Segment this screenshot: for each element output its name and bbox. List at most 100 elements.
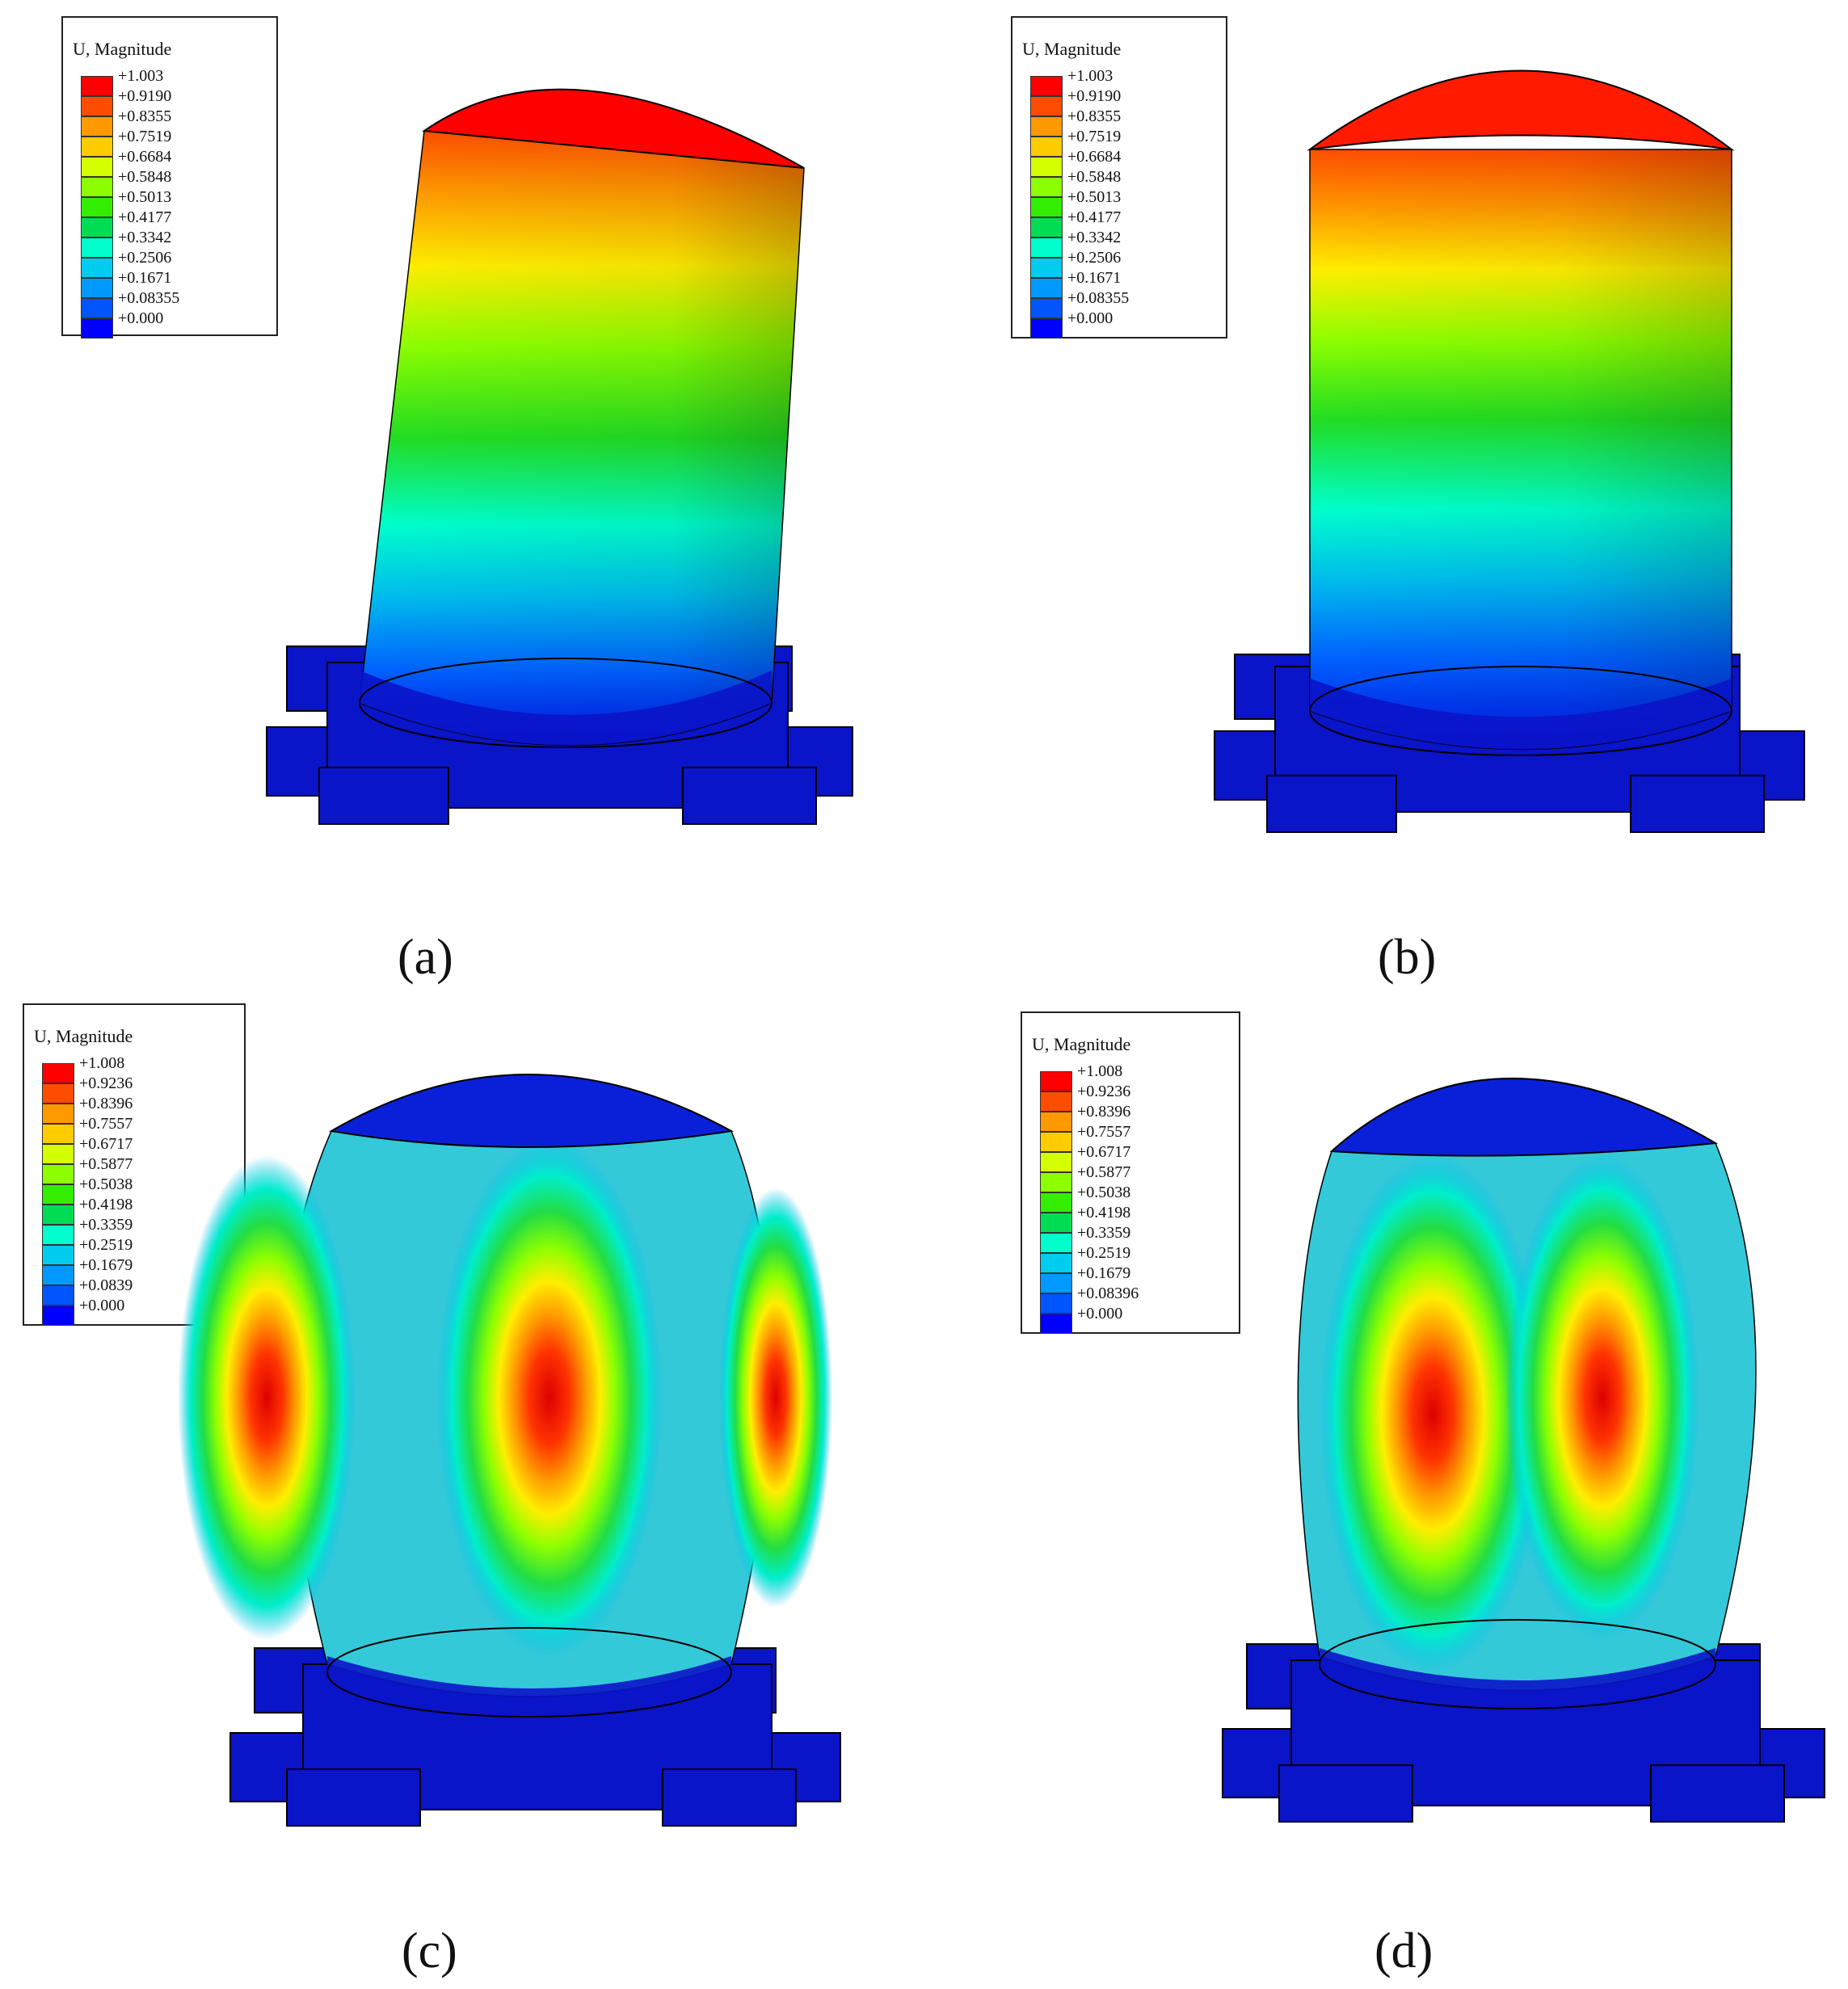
legend-swatch: [1040, 1253, 1072, 1273]
legend-label: +1.003: [118, 67, 164, 85]
legend-label: +0.6684: [118, 148, 172, 166]
legend-swatch: [1040, 1273, 1072, 1293]
legend-label: +0.1671: [1067, 269, 1122, 287]
legend-label: +0.6684: [1067, 148, 1122, 166]
legend-swatch: [42, 1104, 74, 1124]
legend-title: U, Magnitude: [1022, 39, 1122, 59]
legend-label: +0.4198: [1077, 1204, 1131, 1222]
legend-swatch: [81, 76, 113, 96]
legend-label: +0.3342: [118, 229, 172, 246]
legend-swatch: [1040, 1112, 1072, 1132]
legend-swatch: [42, 1245, 74, 1265]
caption-b: (b): [1378, 930, 1437, 985]
legend-swatch: [1030, 298, 1063, 318]
legend-label: +0.5013: [1067, 188, 1122, 206]
legend-title: U, Magnitude: [1032, 1034, 1131, 1054]
caption-c: (c): [402, 1924, 457, 1978]
legend-label: +0.1671: [118, 269, 172, 287]
legend-label: +1.008: [1077, 1062, 1123, 1080]
legend-title: U, Magnitude: [73, 39, 172, 59]
legend-label: +1.008: [79, 1054, 125, 1072]
legend-swatch: [42, 1205, 74, 1225]
legend-swatch: [1030, 238, 1063, 258]
legend-swatch: [1040, 1071, 1072, 1091]
legend-label: +0.08355: [1067, 289, 1130, 307]
legend-swatch: [1030, 137, 1063, 157]
legend-swatch: [42, 1265, 74, 1285]
legend-label: +0.2519: [79, 1236, 133, 1254]
legend-swatch: [1040, 1293, 1072, 1314]
legend-swatch: [42, 1164, 74, 1184]
legend-label: +0.5038: [1077, 1184, 1131, 1201]
legend-swatch: [42, 1225, 74, 1245]
legend-swatch: [1030, 318, 1063, 339]
legend-label: +0.5848: [1067, 168, 1122, 186]
legend-label: +0.5877: [79, 1155, 133, 1173]
legend-label: +0.5038: [79, 1175, 133, 1193]
legend-swatch: [1040, 1172, 1072, 1192]
legend-label: +0.7519: [1067, 128, 1122, 145]
model-c: [178, 1074, 841, 1827]
model-b: [1214, 69, 1805, 833]
legend-swatch: [81, 258, 113, 278]
panel-b: U, Magnitude +1.003 +0.9190 +0.8355 +0.7519…: [924, 0, 1848, 994]
legend-swatch: [1030, 96, 1063, 116]
legend-d: U, Magnitude +1.008 +0.9236 +0.8396 +0.7557…: [1021, 1011, 1240, 1334]
legend-label: +0.5848: [118, 168, 172, 186]
legend-swatch: [1040, 1152, 1072, 1172]
panel-c: U, Magnitude +1.008 +0.9236 +0.8396 +0.7557…: [0, 994, 924, 1989]
legend-label: +0.9190: [118, 87, 172, 105]
legend-title: U, Magnitude: [34, 1026, 133, 1046]
legend-label: +0.3359: [79, 1216, 133, 1234]
legend-c: U, Magnitude +1.008 +0.9236 +0.8396 +0.7557…: [23, 1003, 246, 1326]
legend-label: +0.7557: [79, 1115, 133, 1133]
legend-label: +0.000: [118, 309, 164, 327]
legend-swatch: [42, 1184, 74, 1205]
legend-label: +0.4177: [118, 208, 172, 226]
legend-label: +0.6717: [79, 1135, 133, 1153]
legend-label: +0.7557: [1077, 1123, 1131, 1141]
legend-label: +0.1679: [79, 1256, 133, 1274]
legend-swatch: [81, 217, 113, 238]
legend-swatch: [1030, 116, 1063, 137]
legend-swatch: [1040, 1233, 1072, 1253]
caption-a: (a): [398, 930, 453, 985]
legend-label: +0.2519: [1077, 1244, 1131, 1262]
legend-label: +0.8396: [79, 1095, 133, 1112]
legend-swatch: [1040, 1091, 1072, 1112]
legend-label: +0.000: [79, 1297, 125, 1314]
legend-swatch: [42, 1083, 74, 1104]
legend-swatch: [1030, 278, 1063, 298]
legend-swatch: [1030, 157, 1063, 177]
legend-swatch: [81, 278, 113, 298]
legend-label: +0.4198: [79, 1196, 133, 1213]
legend-label: +0.08355: [118, 289, 180, 307]
legend-swatch: [1040, 1132, 1072, 1152]
legend-label: +0.4177: [1067, 208, 1122, 226]
legend-swatch: [1040, 1213, 1072, 1233]
legend-label: +0.000: [1077, 1305, 1123, 1322]
caption-d: (d): [1374, 1924, 1433, 1978]
legend-b: U, Magnitude +1.003 +0.9190 +0.8355 +0.7519…: [1011, 16, 1227, 339]
legend-label: +0.0839: [79, 1276, 133, 1294]
legend-label: +0.1679: [1077, 1264, 1131, 1282]
legend-label: +0.9190: [1067, 87, 1122, 105]
legend-label: +0.7519: [118, 128, 172, 145]
legend-label: +0.5013: [118, 188, 172, 206]
legend-swatch: [81, 137, 113, 157]
legend-swatch: [1030, 197, 1063, 217]
legend-label: +0.8355: [118, 107, 172, 125]
legend-swatch: [1040, 1192, 1072, 1213]
legend-label: +0.6717: [1077, 1143, 1131, 1161]
legend-swatch: [42, 1124, 74, 1144]
legend-label: +0.9236: [79, 1074, 133, 1092]
legend-swatch: [81, 298, 113, 318]
legend-swatch: [81, 238, 113, 258]
legend-label: +0.3342: [1067, 229, 1122, 246]
legend-label: +0.8396: [1077, 1103, 1131, 1121]
legend-swatch: [81, 177, 113, 197]
legend-label: +0.08396: [1077, 1285, 1139, 1302]
legend-label: +0.9236: [1077, 1083, 1131, 1100]
legend-a: U, Magnitude +1.003 +0.9190 +0.8355 +0.7519…: [61, 16, 278, 339]
legend-swatch: [81, 157, 113, 177]
